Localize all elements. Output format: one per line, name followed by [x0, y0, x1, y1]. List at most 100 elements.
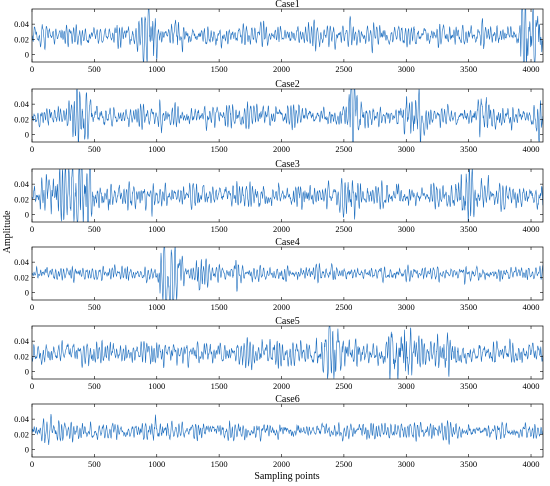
series-line [31, 89, 544, 142]
series-line [31, 168, 544, 222]
x-tick-label: 0 [30, 224, 34, 234]
y-tick-label: 0.02 [14, 114, 29, 124]
y-tick-label: 0.02 [14, 272, 29, 282]
plot-frame [31, 325, 544, 380]
x-axis-label: Sampling points [254, 471, 319, 482]
x-tick-label: 3500 [460, 459, 477, 469]
x-tick-label: 2000 [273, 224, 290, 234]
x-tick-label: 500 [88, 64, 101, 74]
x-tick-label: 2500 [335, 144, 352, 154]
panel-title: Case2 [275, 79, 299, 90]
panel-title: Case6 [275, 394, 299, 405]
plot-frame [31, 88, 544, 143]
x-tick-label: 1000 [148, 224, 165, 234]
panel-title: Case1 [275, 0, 299, 10]
plot-frame [31, 8, 544, 63]
x-tick-label: 1000 [148, 144, 165, 154]
x-tick-label: 0 [30, 144, 34, 154]
x-tick-label: 4000 [523, 224, 540, 234]
x-tick-label: 3000 [398, 302, 415, 312]
y-tick-label: 0.04 [14, 336, 30, 346]
y-tick-label: 0.04 [14, 257, 30, 267]
x-tick-label: 4000 [523, 144, 540, 154]
x-tick-label: 1000 [148, 64, 165, 74]
panel-title: Case4 [275, 237, 299, 248]
y-tick-label: 0 [25, 366, 29, 376]
x-tick-label: 3500 [460, 381, 477, 391]
y-tick-label: 0 [25, 444, 29, 454]
panel-case4: Case4 0 500 1000 1500 2000 2500 3000 3500 4000 0 0.… [14, 237, 544, 312]
x-tick-label: 2000 [273, 381, 290, 391]
y-tick-label: 0.04 [14, 414, 30, 424]
x-tick-label: 4000 [523, 302, 540, 312]
x-tick-label: 2000 [273, 144, 290, 154]
x-tick-label: 3500 [460, 144, 477, 154]
panel-case6: Case6 0 500 1000 1500 2000 2500 3000 3500 4000 0 0.… [14, 394, 544, 469]
x-tick-label: 2500 [335, 381, 352, 391]
y-tick-label: 0 [25, 287, 29, 297]
panel-case3: Case3 0 500 1000 1500 2000 2500 3000 3500 4000 0 0.… [14, 159, 544, 234]
x-tick-label: 4000 [523, 64, 540, 74]
x-tick-label: 3500 [460, 302, 477, 312]
y-tick-label: 0.02 [14, 194, 29, 204]
panel-case2: Case2 0 500 1000 1500 2000 2500 3000 3500 4000 0 0.… [14, 79, 544, 154]
y-axis-label: Amplitude [2, 210, 13, 253]
x-tick-label: 1500 [211, 224, 228, 234]
x-tick-label: 500 [88, 144, 101, 154]
x-tick-label: 2000 [273, 64, 290, 74]
x-tick-label: 3000 [398, 459, 415, 469]
y-tick-label: 0.04 [14, 179, 30, 189]
series-line [31, 9, 543, 63]
series-line [31, 247, 544, 300]
y-tick-label: 0 [25, 209, 29, 219]
x-tick-label: 1500 [211, 302, 228, 312]
x-tick-label: 1500 [211, 64, 228, 74]
panel-case5: Case5 0 500 1000 1500 2000 2500 3000 3500 4000 0 0.… [14, 316, 544, 391]
x-tick-label: 0 [30, 64, 34, 74]
x-tick-label: 1500 [211, 381, 228, 391]
x-tick-label: 0 [30, 381, 34, 391]
panel-case1: Case1 0 500 1000 1500 2000 2500 3000 3500 4000 0 0.… [14, 0, 544, 74]
y-tick-label: 0.02 [14, 34, 29, 44]
y-tick-label: 0.04 [14, 19, 30, 29]
plot-frame [31, 168, 544, 223]
x-tick-label: 3000 [398, 381, 415, 391]
x-tick-label: 3000 [398, 144, 415, 154]
plot-frame [31, 246, 544, 301]
x-tick-label: 1500 [211, 459, 228, 469]
x-tick-label: 500 [88, 302, 101, 312]
x-tick-label: 3000 [398, 224, 415, 234]
x-tick-label: 1000 [148, 302, 165, 312]
x-tick-label: 2500 [335, 64, 352, 74]
x-tick-label: 4000 [523, 381, 540, 391]
x-tick-label: 2500 [335, 224, 352, 234]
x-tick-label: 1500 [211, 144, 228, 154]
x-tick-label: 3500 [460, 64, 477, 74]
x-tick-label: 2500 [335, 302, 352, 312]
y-tick-label: 0 [25, 129, 29, 139]
x-tick-label: 3000 [398, 64, 415, 74]
y-tick-label: 0.02 [14, 351, 29, 361]
y-tick-label: 0.02 [14, 429, 29, 439]
x-tick-label: 2500 [335, 459, 352, 469]
panel-title: Case3 [275, 159, 299, 170]
y-tick-label: 0 [25, 49, 29, 59]
x-tick-label: 500 [88, 459, 101, 469]
series-line [31, 414, 544, 445]
x-tick-label: 0 [30, 459, 34, 469]
x-tick-label: 0 [30, 302, 34, 312]
x-tick-label: 500 [88, 381, 101, 391]
series-line [31, 326, 544, 379]
panel-title: Case5 [275, 316, 299, 327]
x-tick-label: 2000 [273, 459, 290, 469]
plot-frame [31, 403, 544, 458]
x-tick-label: 2000 [273, 302, 290, 312]
panels: Case1 0 500 1000 1500 2000 2500 3000 3500 4000 0 0.… [14, 0, 544, 469]
x-tick-label: 4000 [523, 459, 540, 469]
x-tick-label: 500 [88, 224, 101, 234]
y-tick-label: 0.04 [14, 99, 30, 109]
x-tick-label: 1000 [148, 459, 165, 469]
x-tick-label: 1000 [148, 381, 165, 391]
x-tick-label: 3500 [460, 224, 477, 234]
